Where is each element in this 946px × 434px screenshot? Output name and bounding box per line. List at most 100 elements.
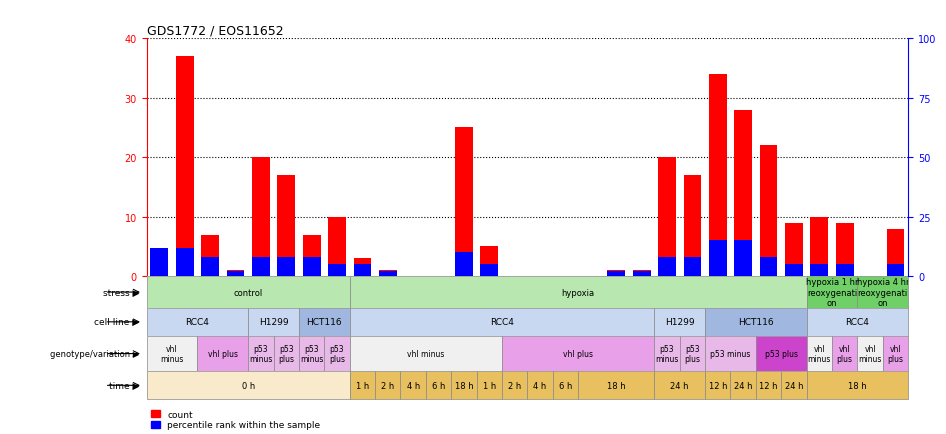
Text: vhl
minus: vhl minus: [160, 344, 184, 363]
Bar: [883, 336, 908, 372]
Text: p53
plus: p53 plus: [329, 344, 345, 363]
Text: 4 h: 4 h: [407, 381, 420, 390]
Bar: [684, 257, 701, 276]
Bar: [248, 336, 273, 372]
Bar: [607, 272, 625, 276]
Bar: [455, 128, 473, 276]
Bar: [248, 308, 299, 336]
Text: vhl plus: vhl plus: [208, 349, 237, 358]
Bar: [781, 372, 807, 399]
Bar: [502, 336, 655, 372]
Text: vhl
plus: vhl plus: [887, 344, 903, 363]
Bar: [303, 257, 321, 276]
Bar: [811, 217, 828, 276]
Bar: [633, 272, 651, 276]
Bar: [807, 308, 908, 336]
Bar: [679, 336, 705, 372]
Bar: [477, 372, 502, 399]
Text: H1299: H1299: [259, 318, 289, 326]
Text: 2 h: 2 h: [381, 381, 394, 390]
Text: hypoxia: hypoxia: [562, 288, 595, 297]
Bar: [857, 276, 908, 308]
Bar: [198, 336, 248, 372]
Bar: [836, 265, 853, 276]
Text: cell line ▶: cell line ▶: [94, 318, 139, 326]
Text: vhl minus: vhl minus: [407, 349, 445, 358]
Bar: [756, 336, 807, 372]
Bar: [354, 265, 371, 276]
Bar: [379, 272, 396, 276]
Bar: [528, 372, 552, 399]
Text: RCC4: RCC4: [846, 318, 869, 326]
Bar: [760, 257, 778, 276]
Text: 18 h: 18 h: [848, 381, 867, 390]
Bar: [147, 276, 350, 308]
Bar: [455, 253, 473, 276]
Bar: [328, 265, 346, 276]
Bar: [832, 336, 857, 372]
Text: 6 h: 6 h: [432, 381, 446, 390]
Bar: [176, 57, 194, 276]
Bar: [227, 271, 244, 276]
Bar: [607, 271, 625, 276]
Bar: [379, 271, 396, 276]
Bar: [760, 146, 778, 276]
Bar: [150, 265, 168, 276]
Bar: [811, 265, 828, 276]
Bar: [252, 257, 270, 276]
Text: genotype/variation ▶: genotype/variation ▶: [50, 349, 139, 358]
Text: RCC4: RCC4: [490, 318, 514, 326]
Bar: [324, 336, 350, 372]
Text: RCC4: RCC4: [185, 318, 209, 326]
Bar: [785, 265, 803, 276]
Bar: [578, 372, 655, 399]
Text: p53
minus: p53 minus: [300, 344, 324, 363]
Bar: [633, 271, 651, 276]
Bar: [705, 336, 756, 372]
Bar: [655, 372, 705, 399]
Text: 1 h: 1 h: [356, 381, 369, 390]
Text: vhl
plus: vhl plus: [836, 344, 852, 363]
Text: 24 h: 24 h: [671, 381, 689, 390]
Text: 0 h: 0 h: [241, 381, 254, 390]
Text: p53
plus: p53 plus: [278, 344, 294, 363]
Text: 12 h: 12 h: [709, 381, 727, 390]
Bar: [176, 248, 194, 276]
Bar: [350, 336, 502, 372]
Bar: [400, 372, 426, 399]
Text: GDS1772 / EOS11652: GDS1772 / EOS11652: [147, 25, 283, 38]
Bar: [273, 336, 299, 372]
Bar: [150, 248, 168, 276]
Bar: [227, 272, 244, 276]
Bar: [277, 176, 295, 276]
Bar: [705, 308, 807, 336]
Text: 18 h: 18 h: [455, 381, 473, 390]
Bar: [785, 223, 803, 276]
Text: stress ▶: stress ▶: [102, 288, 139, 297]
Bar: [655, 308, 705, 336]
Text: p53 plus: p53 plus: [764, 349, 797, 358]
Legend: count, percentile rank within the sample: count, percentile rank within the sample: [151, 410, 321, 430]
Text: HCT116: HCT116: [307, 318, 342, 326]
Text: vhl
minus: vhl minus: [808, 344, 831, 363]
Bar: [807, 336, 832, 372]
Bar: [886, 265, 904, 276]
Bar: [655, 336, 679, 372]
Text: H1299: H1299: [665, 318, 694, 326]
Bar: [277, 257, 295, 276]
Text: p53
minus: p53 minus: [656, 344, 678, 363]
Bar: [807, 372, 908, 399]
Text: p53 minus: p53 minus: [710, 349, 751, 358]
Bar: [807, 276, 857, 308]
Bar: [147, 336, 198, 372]
Bar: [734, 241, 752, 276]
Bar: [354, 259, 371, 276]
Bar: [730, 372, 756, 399]
Bar: [756, 372, 781, 399]
Bar: [350, 372, 376, 399]
Bar: [426, 372, 451, 399]
Bar: [299, 308, 350, 336]
Text: HCT116: HCT116: [738, 318, 774, 326]
Bar: [252, 158, 270, 276]
Text: vhl plus: vhl plus: [563, 349, 593, 358]
